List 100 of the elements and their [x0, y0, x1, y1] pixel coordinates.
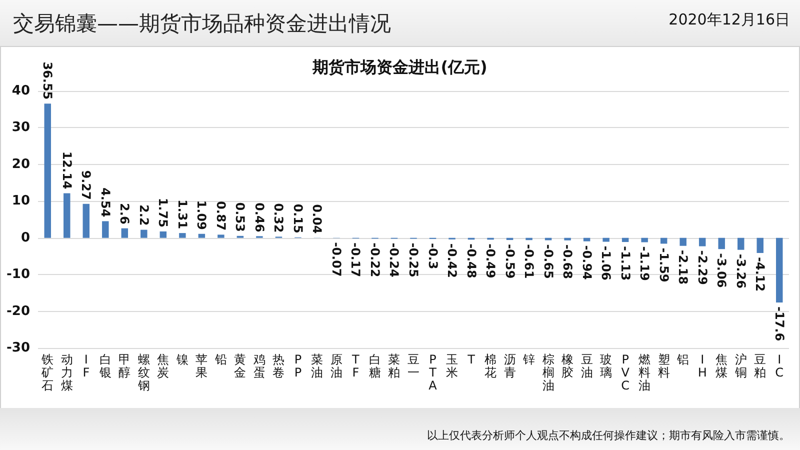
chart-subtitle: 期货市场资金进出(亿元)	[312, 58, 488, 76]
data-label: -2.18	[676, 250, 690, 284]
x-tick-label: 镍	[175, 352, 188, 366]
data-label: -0.24	[387, 242, 402, 278]
data-label: 2.6	[118, 203, 132, 224]
y-tick-label: 0	[20, 230, 30, 246]
x-tick-label: 豆油	[580, 352, 593, 380]
bar	[680, 238, 686, 246]
data-label: -3.26	[734, 254, 748, 288]
text: 以上仅代表分析师个人观点不构成任何操作建议；期市有风险入市需谨慎。	[427, 429, 790, 442]
data-label: 0.04	[310, 204, 324, 234]
data-label: 1.75	[156, 198, 170, 228]
data-label: 12.14	[60, 151, 74, 190]
x-tick-label: 铁矿石	[40, 352, 54, 392]
y-tick-label: 40	[12, 84, 30, 98]
x-tick-label: 橡胶	[562, 352, 574, 380]
data-label: -0.22	[368, 242, 382, 278]
data-label: -0.94	[580, 245, 594, 280]
x-tick-label: PTA	[428, 352, 438, 392]
x-tick-label: 塑料	[658, 352, 670, 380]
x-tick-label: IH	[698, 352, 707, 380]
data-label: 2.2	[136, 204, 151, 226]
bar	[218, 234, 224, 238]
bar	[506, 238, 514, 240]
x-tick-label: 燃料油	[638, 352, 651, 392]
bar	[756, 238, 764, 253]
data-label: -1.06	[599, 246, 614, 280]
data-label: 0.46	[252, 202, 266, 232]
data-label: -1.13	[618, 246, 632, 281]
data-label: -0.17	[348, 242, 363, 278]
data-label: -1.59	[656, 248, 671, 282]
chart-title: 交易锦囊——期货市场品种资金进出情况	[13, 12, 391, 36]
data-label: -0.07	[329, 242, 344, 277]
x-tick-label: 锌	[522, 352, 536, 366]
bar	[179, 233, 186, 238]
data-label: -17.6	[772, 306, 786, 342]
x-tick-label: 黄金	[234, 352, 246, 380]
x-tick-label: TF	[351, 352, 360, 380]
data-label: -0.48	[464, 244, 478, 278]
x-tick-label: 苹果	[196, 352, 208, 380]
data-label: -0.25	[406, 242, 420, 278]
bar	[198, 234, 206, 238]
data-label: 0.53	[233, 202, 248, 232]
data-label: 0.32	[272, 203, 286, 233]
data-label: -0.59	[502, 244, 517, 279]
x-tick-label: IC	[775, 352, 784, 380]
x-tick-label: 白糖	[368, 352, 381, 380]
y-tick-label: 30	[12, 120, 30, 136]
data-label: 1.31	[175, 199, 190, 230]
x-tick-label: 铝	[676, 352, 690, 366]
bar	[121, 228, 128, 238]
x-tick-label: 鸡蛋	[252, 352, 266, 380]
x-tick-label: 原油	[330, 352, 342, 380]
data-label: 0.15	[290, 204, 305, 234]
bar	[64, 193, 70, 238]
y-tick-label: -20	[6, 304, 30, 319]
bar	[602, 238, 610, 242]
bar	[622, 238, 629, 242]
bar	[44, 104, 51, 238]
x-tick-label: 菜粕	[388, 352, 400, 380]
data-label: 1.09	[194, 200, 209, 230]
x-tick-label: 玉米	[446, 352, 458, 380]
data-label: -3.06	[714, 253, 729, 288]
x-tick-label: 焦炭	[157, 352, 170, 380]
data-label: 4.54	[98, 188, 112, 218]
bar	[160, 231, 167, 238]
data-label: -0.65	[541, 244, 556, 279]
x-tick-label: 白银	[98, 352, 112, 380]
x-tick-label: T	[466, 352, 476, 366]
x-tick-label: 豆粕	[754, 352, 766, 380]
x-tick-label: PP	[294, 352, 302, 380]
data-label: -2.29	[695, 250, 710, 285]
x-tick-label: 沥青	[504, 352, 516, 380]
x-tick-label: PVC	[621, 352, 630, 392]
bar	[140, 230, 148, 238]
bar	[564, 238, 571, 240]
bar	[776, 238, 783, 302]
bar	[102, 221, 109, 238]
bar	[583, 238, 590, 242]
bar	[660, 238, 668, 244]
bar	[641, 238, 648, 242]
y-tick-label: 20	[12, 156, 30, 172]
x-tick-label: IF	[82, 352, 90, 380]
data-label: -1.19	[638, 246, 652, 281]
y-tick-label: 10	[12, 194, 30, 209]
data-label: -0.68	[560, 244, 575, 279]
x-tick-label: 螺纹钢	[136, 352, 150, 392]
bar	[737, 238, 744, 250]
data-label: -4.12	[753, 256, 768, 292]
y-tick-label: -30	[6, 340, 30, 356]
data-label: -0.42	[445, 243, 460, 278]
data-label: 9.27	[79, 170, 94, 200]
data-label: -0.61	[522, 244, 536, 279]
x-tick-label: 菜油	[311, 352, 324, 380]
x-tick-label: 焦煤	[716, 352, 728, 380]
x-tick-label: 沪铜	[734, 352, 747, 380]
x-tick-label: 热卷	[272, 352, 285, 380]
y-tick-label: -10	[6, 267, 30, 282]
x-tick-label: 棕榈油	[542, 352, 554, 392]
bar	[718, 238, 725, 250]
